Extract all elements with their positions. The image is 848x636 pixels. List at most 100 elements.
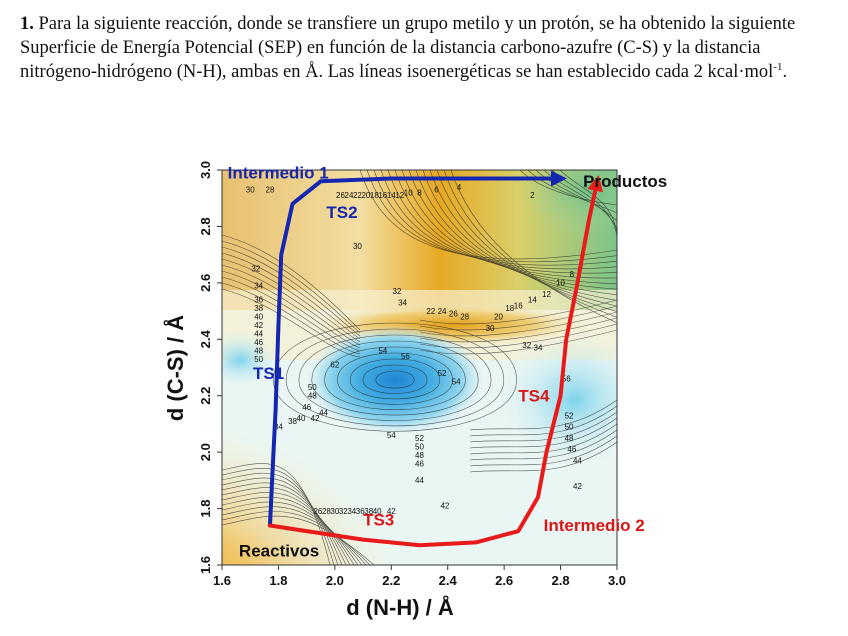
contour-label: 42 [254,321,263,330]
contour-label: 36 [356,507,365,516]
contour-label: 48 [565,434,574,443]
contour-line [408,170,617,290]
plot-frame [221,169,618,566]
annotation-label: Intermedio 1 [228,163,329,182]
contour-label: 62 [330,361,339,370]
contour-line [222,264,361,346]
annotation-label: TS2 [326,203,357,222]
contour-label: 44 [319,408,328,417]
contour-label: 52 [415,434,424,443]
contour-label: 20 [361,191,370,200]
contour-label: 34 [534,344,543,353]
contour-line [387,170,617,274]
annotation-label: Productos [583,172,667,191]
contour-label: 46 [567,445,576,454]
contour-label: 22 [353,191,362,200]
contour-line [298,334,492,421]
contour-label: 46 [415,459,424,468]
contour-line [222,252,361,340]
contour-label: 12 [542,290,551,299]
contour-line [469,423,617,455]
x-axis-label: d (N-H) / Å [346,594,454,620]
contour-label: 8 [417,188,422,197]
contour-line [469,417,617,449]
contour-line [469,411,617,443]
contour-label: 38 [288,417,297,426]
annotation-label: Intermedio 2 [544,516,645,535]
contour-label: 56 [562,375,571,384]
contour-line [349,358,441,400]
contour-line [324,346,466,410]
contour-line [419,305,617,331]
contour-label: 32 [251,265,260,274]
contour-label: 24 [438,307,447,316]
contour-line [373,170,617,266]
contour-line [222,515,375,565]
contour-line [469,405,617,437]
contour-label: 56 [401,352,410,361]
contour-label: 50 [254,355,263,364]
contour-line [380,170,617,270]
annotations: Intermedio 1 TS2 TS1 Productos TS4 TS3 Interme… [228,163,668,560]
x-tick-label: 2.8 [552,573,570,588]
contour-label: 54 [387,431,396,440]
contour-line [450,170,617,324]
contour-label: 4 [457,183,462,192]
x-axis: 1.6 1.8 2.0 2.2 2.4 2.6 2.8 3.0 [213,565,626,588]
contour-label: 44 [254,329,263,338]
contour-line [419,311,617,337]
y-tick-label: 1.6 [198,556,213,574]
question-body: Para la siguiente reacción, donde se tra… [20,14,796,82]
y-axis-label: d (C-S) / Å [162,315,188,421]
contour-line [415,170,617,296]
y-tick-label: 3.0 [198,161,213,179]
contour-line [222,501,363,565]
contour-line [394,170,617,279]
contour-line [419,323,617,349]
contour-label: 38 [364,507,373,516]
contour-label: 10 [404,188,413,197]
contour-label: 28 [460,313,469,322]
contour-line [422,170,617,301]
contour-label: 32 [339,507,348,516]
contour-label: 24 [345,191,354,200]
contour-line [535,170,617,222]
annotation-label: TS1 [253,364,284,383]
y-axis: 1.6 1.8 2.0 2.2 2.4 2.6 2.8 3.0 [198,161,222,574]
contour-label: 46 [254,338,263,347]
y-tick-label: 2.0 [198,443,213,461]
contour-line [285,328,505,427]
contour-label: 54 [378,346,387,355]
contour-label: 20 [494,313,503,322]
contour-line [222,511,371,565]
contour-line [222,258,361,343]
contour-label: 28 [322,507,331,516]
contour-label: 14 [528,296,537,305]
y-tick-label: 2.6 [198,274,213,292]
contour-line [469,399,617,431]
contour-label: 50 [308,383,317,392]
blue-path [267,170,567,528]
contour-label: 2 [530,191,535,200]
contour-label: 36 [254,296,263,305]
annotation-label: TS3 [363,511,394,530]
contour-label: 10 [556,279,565,288]
contour-label: 48 [308,392,317,401]
contour-label: 26 [336,191,345,200]
contour-label: 42 [311,414,320,423]
contour-line [222,472,339,565]
contour-label: 50 [565,423,574,432]
contour-line [419,329,617,355]
contour-line [222,234,361,331]
contour-line [366,170,617,263]
contour-line [222,282,361,355]
contour-label: 34 [274,423,283,432]
contour-label: 30 [246,186,255,195]
contour-line [469,435,617,467]
contour-line [222,270,361,349]
contour-label: 26 [313,507,322,516]
x-tick-label: 1.6 [213,573,231,588]
contour-label: 46 [302,403,311,412]
contour-label: 42 [387,507,396,516]
